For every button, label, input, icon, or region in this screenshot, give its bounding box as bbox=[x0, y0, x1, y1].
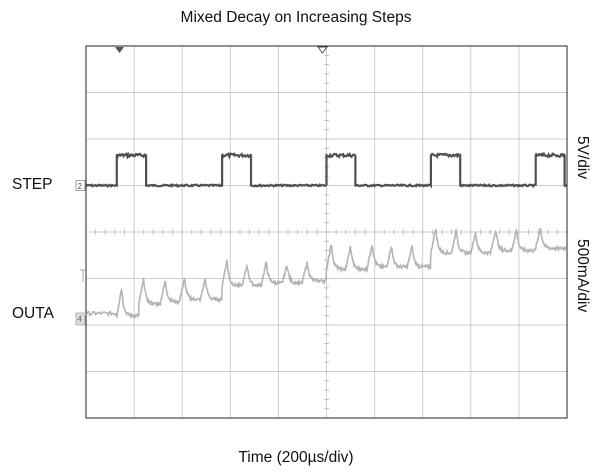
plot-frame bbox=[85, 45, 568, 419]
outa-marker-number: 4 bbox=[78, 315, 83, 324]
trace-outa bbox=[85, 227, 567, 320]
outa-marker-box bbox=[75, 312, 86, 326]
channel-label-outa: OUTA bbox=[12, 305, 54, 322]
trigger-markers bbox=[115, 46, 328, 54]
trace-step bbox=[85, 151, 568, 189]
chart-title: Mixed Decay on Increasing Steps bbox=[180, 9, 412, 26]
grid bbox=[85, 45, 568, 419]
traces bbox=[85, 151, 568, 320]
x-axis-label: Time (200µs/div) bbox=[238, 449, 354, 466]
step-marker-box bbox=[75, 180, 86, 191]
step-marker-number: 2 bbox=[78, 182, 83, 191]
channel-label-step: STEP bbox=[12, 176, 53, 193]
trigger-marker-outline bbox=[317, 46, 328, 54]
channel-markers: 24 bbox=[75, 180, 86, 326]
trigger-marker-filled bbox=[115, 47, 124, 53]
